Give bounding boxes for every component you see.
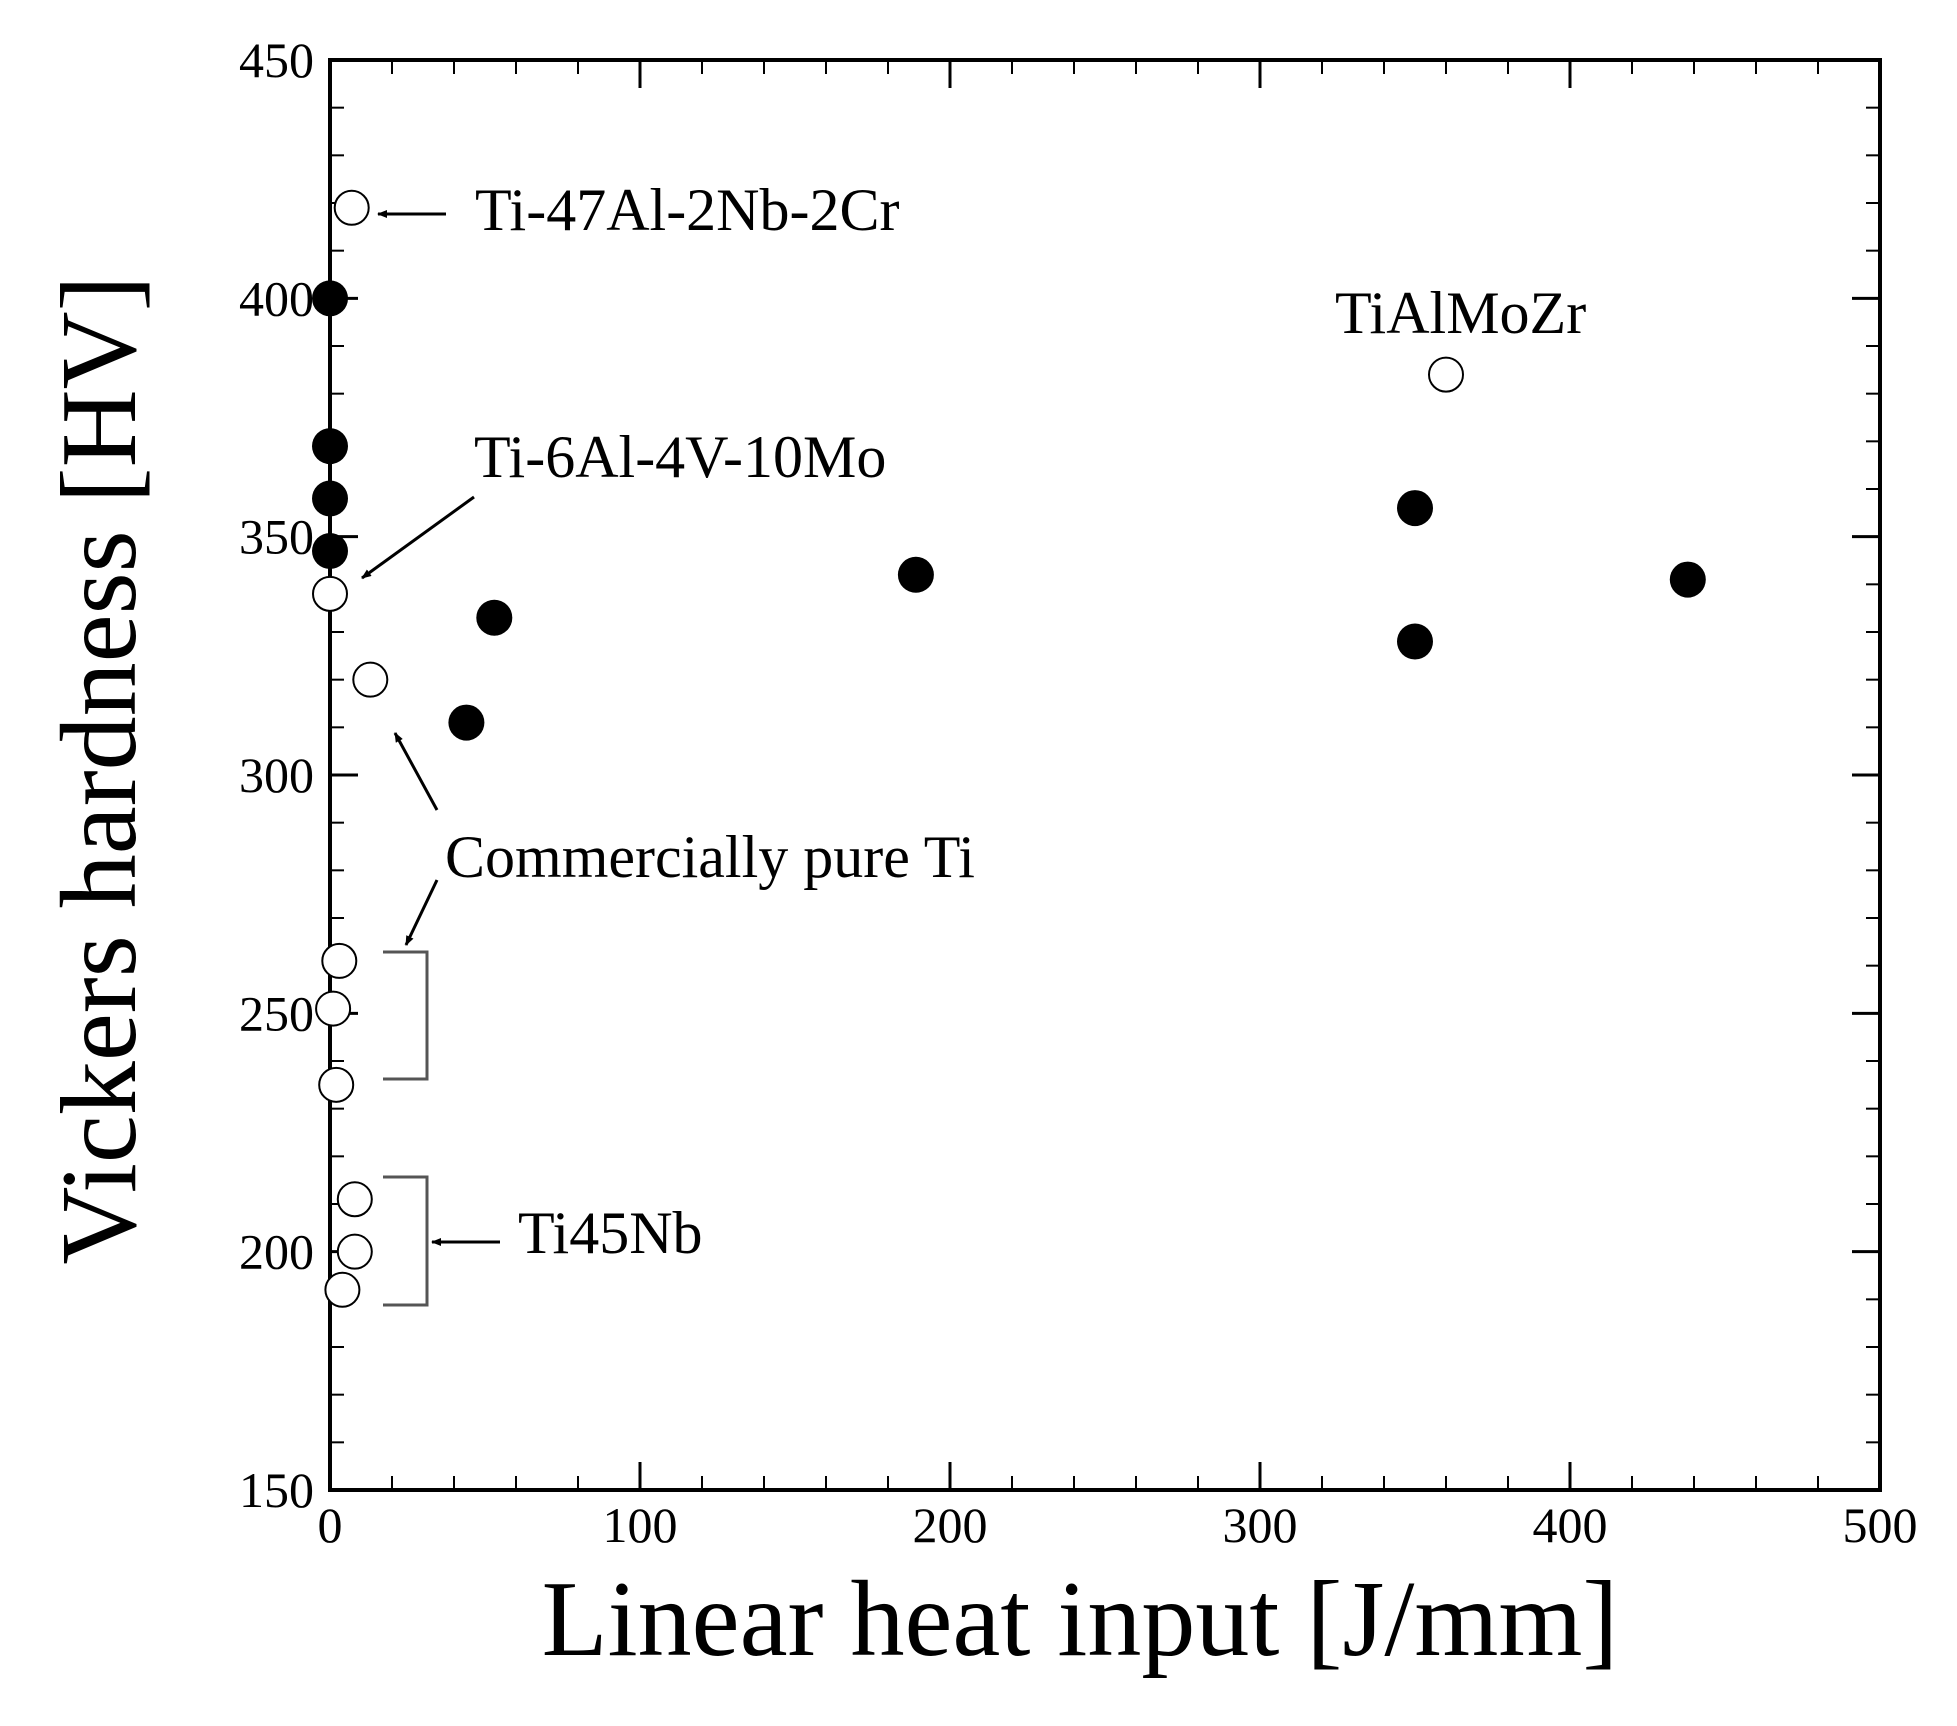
arrow-cp-ti-down — [404, 879, 439, 946]
x-tick-label: 500 — [1843, 1497, 1918, 1553]
filled-data-point — [1397, 490, 1433, 527]
open-data-point — [352, 661, 389, 698]
x-tick-label: 400 — [1533, 1497, 1608, 1553]
y-tick-label: 150 — [239, 1462, 314, 1518]
annotations: Ti-47Al-2Nb-2Cr TiAlMoZr Ti-6Al-4V-10Mo … — [361, 177, 1586, 1307]
x-tick-label: 300 — [1223, 1497, 1298, 1553]
filled-data-point — [312, 480, 348, 517]
y-tick-label: 400 — [239, 270, 314, 326]
data-points — [312, 189, 1706, 1308]
open-data-point — [324, 1271, 361, 1308]
bracket-cp-ti — [383, 950, 429, 1081]
open-data-point — [336, 1233, 373, 1270]
open-data-point — [315, 990, 352, 1027]
open-data-point — [333, 189, 370, 226]
annotation-ti6al4v: Ti-6Al-4V-10Mo — [474, 424, 886, 490]
open-data-point — [1428, 356, 1464, 393]
filled-data-point — [897, 556, 934, 593]
axes — [328, 58, 1882, 1492]
y-tick-label: 200 — [239, 1224, 314, 1280]
filled-data-point — [476, 599, 513, 636]
ticks: 0 100 200 300 400 500 150 200 250 300 350 400 450 — [239, 32, 1918, 1553]
x-axis-title: Linear heat input [J/mm] — [542, 1560, 1619, 1679]
x-tick-label: 200 — [913, 1497, 988, 1553]
annotation-ti47al: Ti-47Al-2Nb-2Cr — [475, 177, 900, 243]
y-tick-label: 300 — [239, 747, 314, 803]
filled-data-point — [312, 428, 348, 465]
y-tick-label: 450 — [239, 32, 314, 88]
filled-data-point — [1397, 623, 1433, 660]
arrow-cp-ti-up — [393, 732, 439, 811]
filled-data-point — [312, 532, 348, 569]
plot-frame — [328, 58, 1882, 1492]
x-tick-label: 0 — [318, 1497, 343, 1553]
filled-data-point — [448, 704, 485, 741]
y-tick-label: 250 — [239, 985, 314, 1041]
y-axis-title: Vickers hardness [HV] — [40, 275, 159, 1264]
open-data-point — [336, 1181, 373, 1218]
open-data-point — [318, 1066, 355, 1103]
arrow-ti6al4v — [361, 495, 475, 580]
annotation-ti45nb: Ti45Nb — [518, 1200, 703, 1266]
y-tick-label: 350 — [239, 509, 314, 565]
filled-data-point — [312, 280, 348, 317]
open-data-point — [312, 575, 348, 612]
open-data-point — [321, 942, 358, 979]
filled-data-point — [1669, 561, 1706, 598]
x-tick-label: 100 — [603, 1497, 678, 1553]
annotation-cp-ti: Commercially pure Ti — [445, 824, 975, 890]
bracket-ti45nb — [383, 1175, 429, 1307]
annotation-tialmozr: TiAlMoZr — [1335, 280, 1586, 346]
